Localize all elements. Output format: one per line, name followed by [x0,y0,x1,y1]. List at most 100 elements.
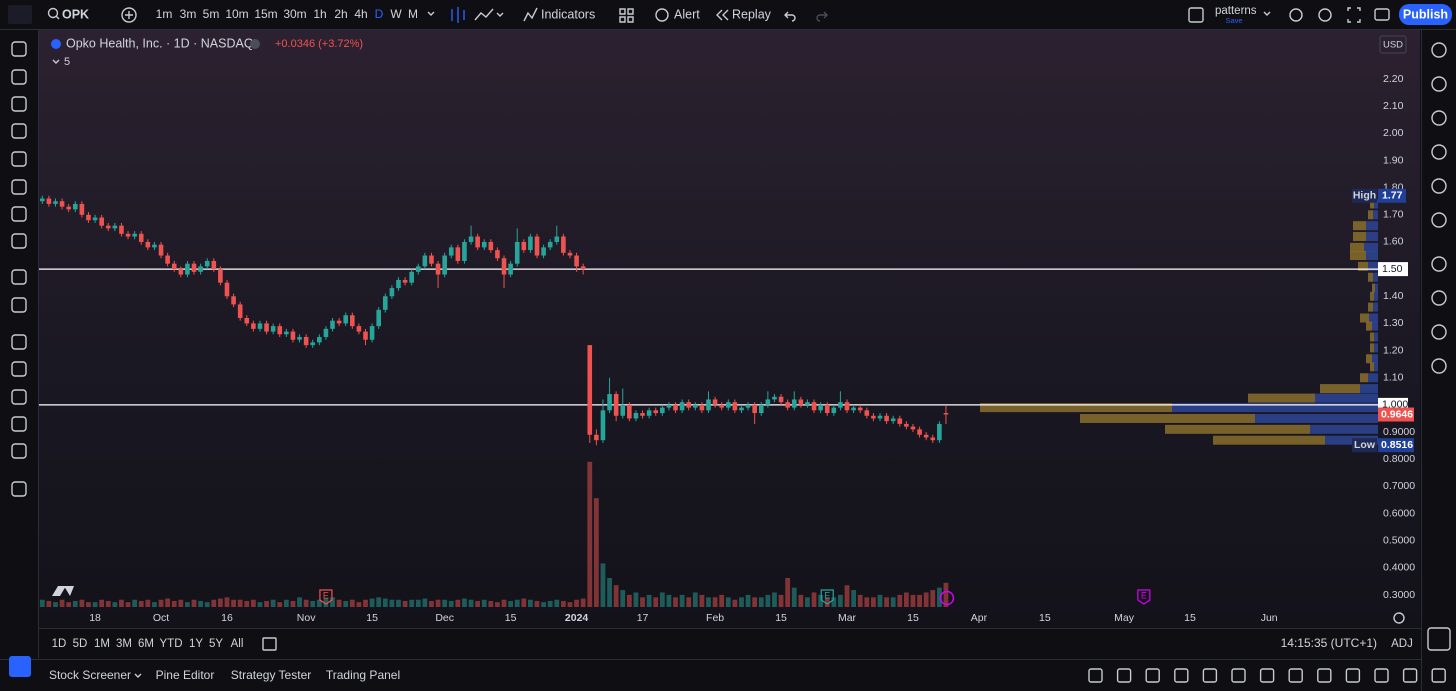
indicator-count[interactable]: 5 [64,56,70,68]
caret[interactable] [496,12,504,17]
range-button[interactable]: 1D [52,638,67,650]
quick-search[interactable] [1289,8,1303,22]
compare-button[interactable] [121,7,137,23]
sidebar-tool[interactable] [1431,76,1447,92]
drawing-tool[interactable] [11,179,27,195]
range-button[interactable]: 1Y [189,638,203,650]
caret[interactable] [1263,11,1271,16]
replay-icon[interactable] [716,9,729,21]
drawing-tool[interactable] [11,69,27,85]
layouts-icon[interactable] [619,8,634,23]
quick-draw-tool[interactable] [1288,668,1303,683]
earnings-label[interactable]: E [1141,590,1147,600]
drawing-tool[interactable] [11,206,27,222]
indicators-button[interactable]: Indicators [541,7,595,21]
interval-button[interactable]: 1h [313,7,326,21]
drawing-tool[interactable] [11,443,27,459]
legend-toggle[interactable] [52,59,60,64]
drawing-tool[interactable] [11,361,27,377]
drawing-tool[interactable] [11,41,27,57]
quick-draw-tool[interactable] [1402,668,1418,683]
panel-tab[interactable]: Pine Editor [156,668,215,682]
adjust-toggle[interactable]: ADJ [1391,638,1413,650]
range-button[interactable]: 3M [116,638,132,650]
sidebar-tool[interactable] [1431,144,1447,160]
sidebar-tool[interactable] [1431,290,1447,306]
app-logo[interactable] [8,5,32,24]
quick-draw-tool[interactable] [1088,668,1103,683]
drawing-tool[interactable] [11,269,27,285]
range-button[interactable]: YTD [160,638,183,650]
candles-icon[interactable] [451,7,465,23]
quick-draw-tool[interactable] [1116,668,1132,683]
panel-tab[interactable]: Strategy Tester [231,668,311,682]
interval-button[interactable]: W [390,7,402,21]
drawing-tool[interactable] [11,297,27,313]
interval-button[interactable]: 1m [156,7,173,21]
sidebar-tool[interactable] [1431,358,1447,374]
publish-button-bg[interactable] [1399,4,1452,25]
quick-draw-tool[interactable] [1145,668,1160,683]
interval-button[interactable]: 2h [334,7,347,21]
quick-draw-tool[interactable] [1431,668,1446,683]
drawing-tool[interactable] [11,334,27,350]
earnings-label[interactable]: E [323,590,329,600]
search-icon[interactable] [47,7,59,19]
interval-button[interactable]: 30m [283,7,306,21]
earnings-marker[interactable] [820,589,834,605]
range-button[interactable]: 6M [138,638,154,650]
drawing-tool[interactable] [11,96,27,112]
layout-save[interactable]: Save [1225,16,1242,25]
indicators-icon[interactable] [523,7,538,22]
layout-icon[interactable] [1188,7,1204,23]
sidebar-tool[interactable] [1431,212,1447,228]
fullscreen[interactable] [1347,7,1361,23]
undo[interactable] [784,11,796,22]
settings[interactable] [1318,8,1332,22]
drawing-tool[interactable] [11,233,27,249]
dividend-marker[interactable] [939,590,955,606]
earnings-marker[interactable] [319,589,333,605]
axis-settings[interactable] [1393,612,1405,624]
quick-draw-tool[interactable] [1374,668,1389,683]
quick-draw-tool[interactable] [1259,668,1275,683]
currency[interactable]: USD [1383,40,1403,51]
quick-draw-tool[interactable] [1202,668,1218,683]
sidebar-tool[interactable] [1431,110,1447,126]
redo[interactable] [816,11,828,22]
panel-tab[interactable]: Trading Panel [326,668,400,682]
range-button[interactable]: 1M [94,638,110,650]
interval-button[interactable]: D [375,7,384,21]
sidebar-tool[interactable] [1431,256,1447,272]
quick-draw-tool[interactable] [1317,668,1332,683]
drawing-tool[interactable] [11,416,27,432]
drawing-tool[interactable] [11,123,27,139]
screener-caret[interactable] [134,673,142,678]
panel-tab[interactable]: Stock Screener [49,668,131,682]
drawing-tool[interactable] [11,389,27,405]
quick-draw-tool[interactable] [1174,668,1189,683]
drawing-tool[interactable] [11,481,27,497]
interval-button[interactable]: 3m [180,7,197,21]
range-button[interactable]: 5Y [209,638,223,650]
drawing-tool[interactable] [11,151,27,167]
quick-draw-tool[interactable] [1231,668,1246,683]
snapshot[interactable] [1374,8,1390,21]
layout-name[interactable]: patterns [1215,5,1257,17]
earnings-marker[interactable] [1137,589,1151,605]
interval-button[interactable]: 15m [254,7,277,21]
watchlist-star[interactable] [9,656,31,677]
replay-button[interactable]: Replay [732,7,772,21]
sidebar-tool[interactable] [1431,324,1447,340]
publish-button[interactable]: Publish [1403,7,1448,21]
interval-button[interactable]: 5m [203,7,220,21]
alert-icon[interactable] [655,8,669,22]
chart-type-icon[interactable] [474,8,494,21]
date-range-icon[interactable] [262,637,277,651]
interval-button[interactable]: M [408,7,418,21]
symbol[interactable]: OPK [62,7,89,21]
alert-button[interactable]: Alert [674,7,700,21]
range-button[interactable]: 5D [73,638,88,650]
interval-button[interactable]: 10m [225,7,248,21]
quick-draw-tool[interactable] [1345,668,1361,683]
